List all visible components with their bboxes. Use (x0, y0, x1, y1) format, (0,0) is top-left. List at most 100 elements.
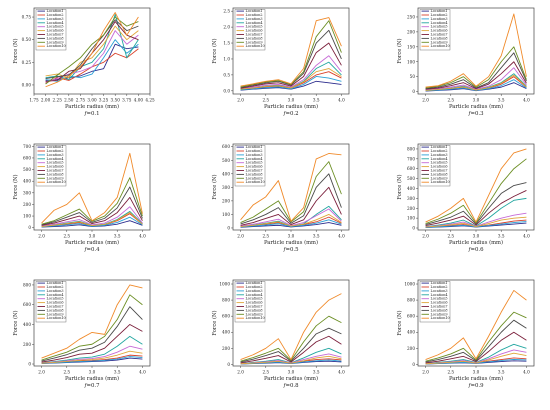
x-tick-label: 2.5 (262, 98, 269, 103)
legend-entry: Location7 (246, 169, 263, 173)
series-line-location10 (45, 12, 139, 88)
series-line-location9 (240, 20, 342, 88)
legend-box (419, 145, 451, 187)
series-line-location7 (240, 186, 342, 226)
series-line-location10 (41, 152, 143, 224)
x-tick-label: 2.5 (262, 234, 269, 239)
legend-entry: Location4 (47, 157, 64, 161)
series-line-location6 (45, 25, 139, 79)
legend-entry: Location1 (431, 281, 448, 285)
legend-entry: Location10 (47, 44, 66, 48)
x-tick-label: 3.5 (498, 234, 505, 239)
legend-box (35, 9, 67, 51)
x-tick-label: 3.0 (89, 234, 96, 239)
caption-variable: f (467, 383, 471, 389)
chart-panel: 2.0 2.5 3.0 3.5 4.0 0 100 200 300 400 500 600 Partic… (211, 143, 350, 253)
series-line-location7 (41, 324, 143, 363)
y-tick-label: 400 (407, 330, 415, 335)
caption-variable: f (83, 247, 87, 253)
caption-variable: f (282, 247, 286, 253)
legend-entry: Location8 (246, 308, 263, 312)
x-tick-label: 3.5 (498, 370, 505, 375)
legend-entry: Location6 (47, 29, 64, 33)
legend-entry: Location10 (246, 180, 265, 184)
y-tick-label: 800 (23, 282, 31, 287)
legend-entry: Location3 (246, 289, 263, 293)
y-tick-label: 200 (222, 198, 230, 203)
series-line-location10 (240, 153, 342, 222)
series-line-location8 (41, 306, 143, 362)
x-tick-label: 2.5 (262, 370, 269, 375)
x-tick-label: 3.5 (114, 370, 121, 375)
legend-entry: Location8 (246, 172, 263, 176)
legend-entry: Location1 (246, 9, 263, 13)
chart-panel: 2.0 2.5 3.0 3.5 4.0 0 200 400 600 800 1000 Particle… (396, 279, 535, 389)
series-line-location9 (240, 315, 342, 362)
legend-entry: Location6 (246, 29, 263, 33)
x-tick-label: 3.5 (313, 370, 320, 375)
series-line-location10 (240, 293, 342, 361)
y-tick-label: 100 (222, 212, 230, 217)
series-line-location3 (41, 216, 143, 228)
caption-variable: f (282, 111, 286, 117)
chart-panel: 2.0 2.5 3.0 3.5 4.00.00.51.01.52.02.5Particl… (211, 7, 350, 117)
x-tick-label: 2.0 (38, 370, 45, 375)
y-tick-label: 0 (28, 362, 31, 367)
legend-entry: Location7 (431, 33, 448, 37)
series-line-location6 (425, 74, 527, 91)
caption-value: =0.4 (86, 247, 100, 253)
caption-variable: f (83, 111, 87, 117)
y-tick-label: 200 (407, 29, 415, 34)
legend-entry: Location1 (47, 281, 64, 285)
y-tick-label: 0 (412, 89, 415, 94)
legend-entry: Location8 (431, 36, 448, 40)
legend-entry: Location7 (246, 33, 263, 37)
series-line-location5 (425, 67, 527, 91)
panel-caption: f=0.3 (467, 111, 484, 117)
y-axis-label: Force (N) (211, 38, 218, 63)
y-tick-label: 600 (407, 166, 415, 171)
x-tick-label: 4.0 (338, 98, 345, 103)
x-tick-label: 3.5 (114, 234, 121, 239)
series-line-location9 (425, 158, 527, 224)
x-tick-label: 3.0 (473, 98, 480, 103)
series-line-location7 (425, 190, 527, 226)
x-tick-label: 3.5 (313, 234, 320, 239)
legend-entry: Location4 (431, 293, 448, 297)
panel-caption: f=0.2 (282, 111, 298, 117)
series-line-location3 (240, 219, 342, 228)
x-tick-label: 1.75 (29, 98, 39, 103)
series-line-location9 (425, 46, 527, 89)
x-tick-label: 2.5 (447, 370, 454, 375)
x-tick-label: 2.5 (447, 234, 454, 239)
legend-entry: Location6 (246, 165, 263, 169)
legend-entry: Location3 (47, 153, 64, 157)
legend-entry: Location3 (431, 17, 448, 21)
series-line-location9 (45, 16, 139, 85)
y-axis-label: Force (N) (12, 38, 19, 63)
legend-entry: Location5 (47, 25, 64, 29)
x-tick-label: 4.25 (145, 98, 155, 103)
x-tick-label: 2.0 (237, 370, 244, 375)
y-tick-label: 200 (23, 202, 31, 207)
series-line-location10 (425, 290, 527, 360)
legend-box (35, 281, 67, 323)
legend-entry: Location8 (431, 172, 448, 176)
x-tick-label: 3.0 (473, 234, 480, 239)
series-line-location8 (425, 182, 527, 225)
y-tick-label: 600 (23, 302, 31, 307)
x-axis-label: Particle radius (mm) (449, 239, 503, 246)
legend-entry: Location7 (431, 169, 448, 173)
y-tick-label: 2.0 (223, 25, 230, 30)
x-tick-label: 4.0 (523, 234, 530, 239)
legend-entry: Location4 (246, 157, 263, 161)
legend-entry: Location10 (431, 180, 450, 184)
legend-entry: Location4 (47, 293, 64, 297)
x-tick-label: 3.5 (313, 98, 320, 103)
legend-box (234, 145, 266, 187)
caption-value: =0.8 (285, 383, 299, 389)
legend-entry: Location5 (246, 161, 263, 165)
series-line-location8 (41, 186, 143, 226)
legend-entry: Location3 (431, 153, 448, 157)
